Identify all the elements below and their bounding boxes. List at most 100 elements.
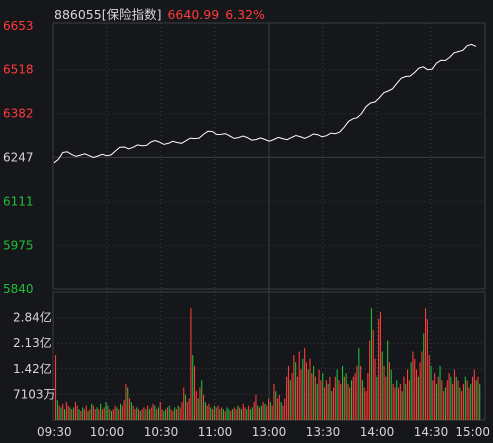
volume-bar xyxy=(246,409,248,420)
volume-bar xyxy=(139,411,141,420)
volume-bar xyxy=(390,369,392,420)
volume-bar xyxy=(148,409,150,420)
volume-bar xyxy=(352,376,354,420)
volume-bar xyxy=(87,411,89,420)
volume-bar xyxy=(269,402,271,420)
volume-bar xyxy=(273,383,275,420)
volume-bar xyxy=(257,405,259,420)
volume-bar xyxy=(302,358,304,420)
volume-bar xyxy=(392,383,394,420)
volume-bar xyxy=(199,387,201,420)
volume-bar xyxy=(226,407,228,420)
volume-bar xyxy=(111,411,113,420)
volume-bar xyxy=(201,380,203,420)
volume-bar xyxy=(125,383,127,420)
volume-bar xyxy=(311,373,313,420)
volume-bar xyxy=(282,405,284,420)
volume-bar xyxy=(387,340,389,420)
volume-bar xyxy=(394,387,396,420)
volume-bar xyxy=(244,407,246,420)
volume-bar xyxy=(141,409,143,420)
volume-bar xyxy=(94,409,96,420)
volume-bar xyxy=(221,407,223,420)
volume-bar xyxy=(219,409,221,420)
volume-bar xyxy=(116,407,118,420)
volume-bar xyxy=(268,398,270,420)
volume-bar xyxy=(441,380,443,420)
volume-bar xyxy=(455,376,457,420)
index-change-pct: 6.32% xyxy=(225,7,265,22)
volume-bar xyxy=(251,407,253,420)
volume-bar xyxy=(347,383,349,420)
price-tick-label: 6247 xyxy=(3,150,34,164)
volume-bar xyxy=(446,380,448,420)
volume-bar xyxy=(190,308,192,420)
volume-bar xyxy=(470,383,472,420)
volume-tick-label: 2.84亿 xyxy=(13,310,52,325)
volume-bar xyxy=(147,405,149,420)
volume-bar xyxy=(399,383,401,420)
chart-header: 886055[保险指数] 6640.99 6.32% xyxy=(54,4,271,23)
volume-bar xyxy=(208,403,210,420)
volume-bar xyxy=(168,405,170,420)
volume-bar xyxy=(401,391,403,420)
volume-bar xyxy=(150,407,152,420)
volume-bar xyxy=(85,405,87,420)
volume-bar xyxy=(342,365,344,420)
volume-bar xyxy=(426,319,428,420)
volume-bar xyxy=(65,402,67,420)
volume-bar xyxy=(278,394,280,420)
volume-bar xyxy=(334,376,336,420)
volume-bar xyxy=(181,402,183,420)
volume-bar xyxy=(340,383,342,420)
time-tick-label: 14:30 xyxy=(414,425,449,439)
volume-bar xyxy=(96,407,98,420)
volume-bar xyxy=(417,376,419,420)
volume-bar xyxy=(407,369,409,420)
volume-bar xyxy=(450,376,452,420)
volume-bar xyxy=(62,403,64,420)
volume-bar xyxy=(136,407,138,420)
volume-bar xyxy=(479,383,481,420)
volume-bar xyxy=(414,358,416,420)
volume-bar xyxy=(83,409,85,420)
volume-bar xyxy=(170,409,172,420)
volume-bar xyxy=(89,409,91,420)
volume-bar xyxy=(370,308,372,420)
volume-bar xyxy=(240,409,242,420)
volume-bar xyxy=(233,407,235,420)
volume-bar xyxy=(71,409,73,420)
price-tick-label: 5975 xyxy=(3,238,34,252)
volume-bar xyxy=(464,376,466,420)
volume-bar xyxy=(448,373,450,420)
volume-bar xyxy=(439,365,441,420)
volume-bar xyxy=(459,387,461,420)
volume-tick-label: 7103万 xyxy=(13,387,56,401)
volume-bar xyxy=(129,398,131,420)
volume-bar xyxy=(138,409,140,420)
volume-bar xyxy=(296,376,298,420)
volume-bar xyxy=(372,329,374,420)
volume-bar xyxy=(230,411,232,420)
volume-bar xyxy=(379,311,381,420)
volume-bar xyxy=(101,409,103,420)
volume-bar xyxy=(166,407,168,420)
volume-bar xyxy=(316,383,318,420)
volume-bar xyxy=(222,409,224,420)
volume-bar xyxy=(428,355,430,420)
volume-bar xyxy=(284,398,286,420)
volume-bar xyxy=(64,409,66,420)
volume-bar xyxy=(324,387,326,420)
volume-bar xyxy=(452,383,454,420)
volume-bar xyxy=(286,376,288,420)
volume-bar xyxy=(76,405,78,420)
volume-tick-label: 2.13亿 xyxy=(13,335,52,350)
volume-bar xyxy=(177,405,179,420)
volume-bar xyxy=(405,383,407,420)
volume-bar xyxy=(453,369,455,420)
volume-bar xyxy=(320,380,322,420)
volume-bar xyxy=(134,409,136,420)
volume-bar xyxy=(378,319,380,420)
volume-bar xyxy=(56,400,58,420)
